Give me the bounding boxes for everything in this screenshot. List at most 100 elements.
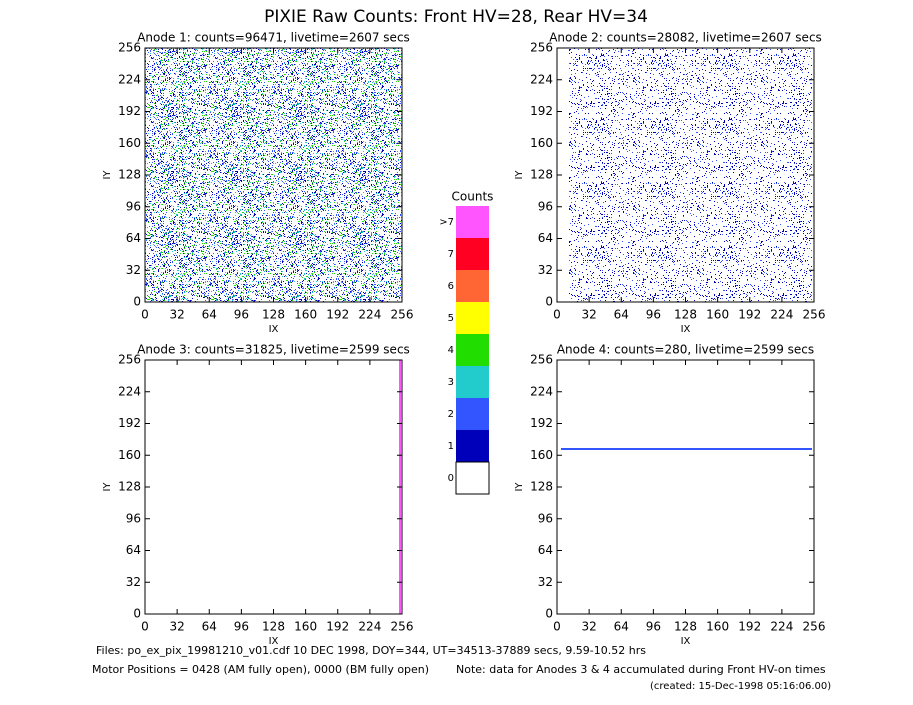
colorbar-box	[456, 334, 489, 366]
x-tick-label: 32	[169, 308, 184, 322]
figure-title: PIXIE Raw Counts: Front HV=28, Rear HV=3…	[264, 7, 648, 27]
x-tick-label: 160	[294, 620, 317, 634]
y-axis-label: IY	[102, 170, 113, 180]
y-tick-label: 96	[126, 199, 141, 213]
panel: Anode 2: counts=28082, livetime=2607 sec…	[514, 31, 825, 336]
colorbar-box	[456, 366, 489, 398]
y-tick-label: 0	[545, 607, 553, 621]
x-tick-label: 32	[169, 620, 184, 634]
colorbar-box	[456, 238, 489, 270]
y-tick-label: 224	[118, 72, 141, 86]
y-tick-label: 0	[545, 295, 553, 309]
y-tick-label: 192	[530, 416, 553, 430]
x-axis-label: IX	[269, 636, 279, 647]
x-tick-label: 256	[803, 620, 826, 634]
y-axis-label: IY	[514, 482, 525, 492]
x-tick-label: 160	[294, 308, 317, 322]
y-tick-label: 224	[118, 384, 141, 398]
y-tick-label: 256	[118, 41, 141, 55]
panel-title: Anode 4: counts=280, livetime=2599 secs	[557, 343, 814, 357]
y-tick-label: 256	[530, 41, 553, 55]
y-tick-label: 64	[538, 543, 553, 557]
y-tick-label: 256	[530, 353, 553, 367]
y-tick-label: 64	[538, 231, 553, 245]
y-tick-label: 128	[530, 168, 553, 182]
plot-frame	[556, 359, 815, 615]
x-tick-label: 224	[358, 308, 381, 322]
colorbar-label: 5	[448, 313, 454, 324]
panel: Anode 4: counts=280, livetime=2599 secs I…	[514, 343, 825, 648]
colorbar-box	[455, 461, 490, 495]
y-tick-label: 160	[530, 136, 553, 150]
footer-motor: Motor Positions = 0428 (AM fully open), …	[92, 663, 429, 676]
y-tick-label: 192	[118, 416, 141, 430]
x-tick-label: 32	[581, 620, 596, 634]
x-tick-label: 128	[262, 308, 285, 322]
x-axis-label: IX	[681, 324, 691, 335]
colorbar-label: 1	[448, 441, 454, 452]
x-tick-label: 256	[391, 620, 414, 634]
colorbar-label: 2	[448, 409, 454, 420]
x-tick-label: 224	[770, 308, 793, 322]
y-tick-label: 160	[118, 136, 141, 150]
panel: Anode 3: counts=31825, livetime=2599 sec…	[102, 343, 413, 648]
y-tick-label: 192	[530, 104, 553, 118]
x-axis-label: IX	[681, 636, 691, 647]
y-tick-label: 128	[530, 480, 553, 494]
colorbar-box	[456, 206, 489, 238]
colorbar-label: 4	[448, 345, 454, 356]
y-tick-label: 128	[118, 480, 141, 494]
x-tick-label: 192	[738, 620, 761, 634]
y-tick-label: 224	[530, 384, 553, 398]
colorbar-box	[456, 270, 489, 302]
y-axis-label: IY	[514, 170, 525, 180]
x-tick-label: 96	[234, 308, 249, 322]
colorbar-box	[456, 430, 489, 462]
y-tick-label: 32	[538, 575, 553, 589]
y-tick-label: 32	[126, 263, 141, 277]
colorbar-label: 6	[448, 281, 454, 292]
colorbar-label: 7	[448, 249, 454, 260]
y-tick-label: 96	[126, 511, 141, 525]
y-tick-label: 0	[133, 607, 141, 621]
panel: Anode 1: counts=96471, livetime=2607 sec…	[102, 31, 413, 336]
colorbar-box	[456, 398, 489, 430]
plot-frame	[144, 359, 403, 615]
x-tick-label: 96	[646, 308, 661, 322]
x-tick-label: 96	[646, 620, 661, 634]
x-tick-label: 192	[326, 620, 349, 634]
colorbar-box	[456, 302, 489, 334]
x-tick-label: 256	[391, 308, 414, 322]
x-tick-label: 256	[803, 308, 826, 322]
y-tick-label: 32	[126, 575, 141, 589]
footer-created: (created: 15-Dec-1998 05:16:06.00)	[650, 681, 831, 692]
x-tick-label: 224	[358, 620, 381, 634]
y-tick-label: 128	[118, 168, 141, 182]
colorbar-label: 0	[448, 473, 454, 484]
x-tick-label: 128	[674, 620, 697, 634]
y-axis-label: IY	[102, 482, 113, 492]
panel-title: Anode 1: counts=96471, livetime=2607 sec…	[137, 31, 410, 45]
colorbar-label: 3	[448, 377, 454, 388]
x-tick-label: 224	[770, 620, 793, 634]
y-tick-label: 96	[538, 511, 553, 525]
y-tick-label: 192	[118, 104, 141, 118]
colorbar-title: Counts	[452, 190, 494, 204]
x-tick-label: 160	[706, 620, 729, 634]
y-tick-label: 224	[530, 72, 553, 86]
x-tick-label: 32	[581, 308, 596, 322]
footer-files: Files: po_ex_pix_19981210_v01.cdf 10 DEC…	[96, 644, 646, 657]
x-tick-label: 64	[614, 620, 629, 634]
colorbar-label: >7	[439, 217, 454, 228]
x-tick-label: 128	[674, 308, 697, 322]
x-tick-label: 192	[738, 308, 761, 322]
x-tick-label: 128	[262, 620, 285, 634]
x-tick-label: 96	[234, 620, 249, 634]
x-tick-label: 0	[553, 620, 561, 634]
x-axis-label: IX	[269, 324, 279, 335]
y-tick-label: 64	[126, 543, 141, 557]
y-tick-label: 64	[126, 231, 141, 245]
y-tick-label: 160	[118, 448, 141, 462]
count-image	[145, 48, 402, 302]
